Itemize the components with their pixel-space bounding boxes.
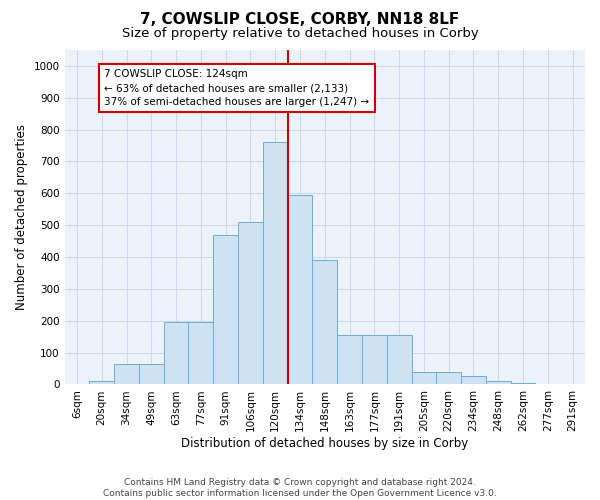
Y-axis label: Number of detached properties: Number of detached properties [15, 124, 28, 310]
Bar [486, 382, 511, 384]
Text: 7, COWSLIP CLOSE, CORBY, NN18 8LF: 7, COWSLIP CLOSE, CORBY, NN18 8LF [140, 12, 460, 28]
Bar [387, 335, 412, 384]
Bar [238, 222, 263, 384]
Text: Size of property relative to detached houses in Corby: Size of property relative to detached ho… [122, 28, 478, 40]
Bar [287, 195, 313, 384]
Bar [511, 383, 535, 384]
Bar [213, 234, 238, 384]
Text: 7 COWSLIP CLOSE: 124sqm
← 63% of detached houses are smaller (2,133)
37% of semi: 7 COWSLIP CLOSE: 124sqm ← 63% of detache… [104, 69, 370, 107]
Bar [263, 142, 287, 384]
Bar [412, 372, 436, 384]
Bar [337, 335, 362, 384]
Bar [89, 382, 114, 384]
Bar [313, 260, 337, 384]
Bar [114, 364, 139, 384]
Bar [188, 322, 213, 384]
Text: Contains HM Land Registry data © Crown copyright and database right 2024.
Contai: Contains HM Land Registry data © Crown c… [103, 478, 497, 498]
Bar [461, 376, 486, 384]
Bar [164, 322, 188, 384]
Bar [139, 364, 164, 384]
Bar [436, 372, 461, 384]
X-axis label: Distribution of detached houses by size in Corby: Distribution of detached houses by size … [181, 437, 469, 450]
Bar [362, 335, 387, 384]
